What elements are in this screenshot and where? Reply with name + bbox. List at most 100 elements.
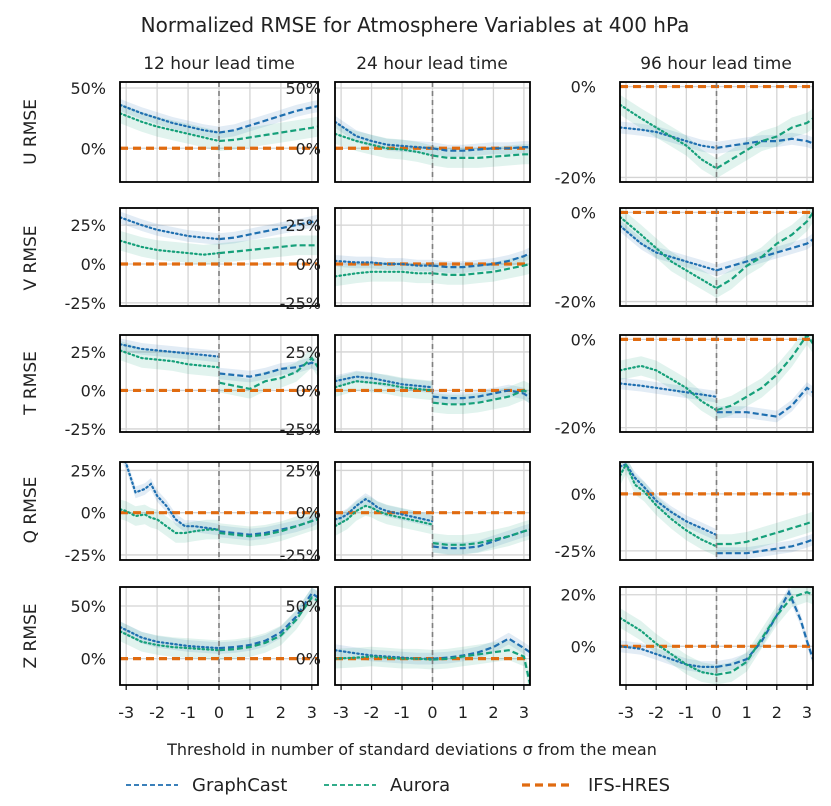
graphcast-series-line-below-mean bbox=[120, 343, 220, 358]
y-tick-label: 0% bbox=[296, 650, 321, 669]
aurora-series-line-below-mean bbox=[120, 508, 220, 535]
graphcast-uncertainty-band bbox=[120, 587, 318, 654]
aurora-series-line-below-mean bbox=[335, 655, 434, 661]
graphcast-series-line-below-mean bbox=[335, 259, 434, 267]
panel-frame bbox=[619, 461, 814, 561]
y-tick-label: 25% bbox=[285, 461, 321, 480]
aurora-series-line-below-mean bbox=[335, 504, 434, 528]
graphcast-series-line-above-mean bbox=[219, 361, 318, 378]
panel-frame bbox=[619, 207, 814, 307]
column-title-24h: 24 hour lead time bbox=[356, 54, 508, 74]
x-axis-label: Threshold in number of standard deviatio… bbox=[166, 740, 657, 759]
panel-t-12h: 25% 0% -25% bbox=[65, 334, 319, 439]
graphcast-series-line-above-mean bbox=[716, 238, 813, 272]
y-tick-label: 0% bbox=[571, 203, 596, 222]
panel-frame bbox=[334, 81, 531, 183]
column-title-12h: 12 hour lead time bbox=[143, 54, 295, 74]
panel-u-96h-series bbox=[620, 84, 813, 179]
x-tick-label: -1 bbox=[180, 703, 196, 722]
x-tick-label: -3 bbox=[118, 703, 134, 722]
row-label-z: Z RMSE bbox=[21, 603, 41, 668]
graphcast-uncertainty-band bbox=[121, 462, 318, 541]
row-label-u: U RMSE bbox=[21, 99, 41, 165]
panel-v-12h: 25% 0% -25% bbox=[65, 207, 319, 313]
graphcast-series-line-below-mean bbox=[620, 645, 718, 669]
aurora-uncertainty-band bbox=[620, 462, 813, 557]
y-tick-label: 25% bbox=[70, 461, 106, 480]
x-tick-label: 0 bbox=[711, 703, 721, 722]
y-tick-label: 25% bbox=[285, 343, 321, 362]
panel-q-12h: 25% 0% -25% bbox=[65, 461, 319, 565]
aurora-uncertainty-band bbox=[335, 254, 530, 287]
x-tick-label: 0 bbox=[214, 703, 224, 722]
panel-frame bbox=[334, 334, 531, 433]
aurora-series-line-below-mean bbox=[335, 380, 434, 392]
graphcast-series-line-below-mean bbox=[620, 224, 718, 272]
y-tick-label: 0% bbox=[571, 485, 596, 504]
y-tick-label: 25% bbox=[70, 216, 106, 235]
x-tick-label: -3 bbox=[333, 703, 349, 722]
panel-frame bbox=[119, 81, 319, 183]
x-tick-label: 1 bbox=[245, 703, 255, 722]
aurora-series-line-below-mean bbox=[620, 103, 718, 170]
graphcast-series-line-below-mean bbox=[120, 216, 221, 241]
y-tick-label: -25% bbox=[65, 294, 106, 313]
panel-t-96h: 0% -20% bbox=[555, 330, 814, 438]
x-tick-label: -2 bbox=[648, 703, 664, 722]
panel-frame bbox=[334, 461, 531, 561]
panel-frame bbox=[619, 81, 814, 183]
row-label-v: V RMSE bbox=[21, 225, 41, 290]
panel-z-12h-series bbox=[120, 587, 318, 661]
graphcast-series-line-above-mean bbox=[432, 252, 530, 269]
panel-frame bbox=[334, 207, 531, 307]
x-tick-label: 0 bbox=[427, 703, 437, 722]
aurora-series-line-above-mean bbox=[715, 211, 813, 290]
panel-z-24h: 50% 0% -3 -2 -1 0 1 2 3 bbox=[285, 586, 531, 722]
y-tick-label: -25% bbox=[280, 546, 321, 565]
graphcast-uncertainty-band bbox=[120, 338, 318, 383]
graphcast-uncertainty-band bbox=[335, 493, 530, 555]
y-tick-label: -20% bbox=[555, 293, 596, 312]
column-title-96h: 96 hour lead time bbox=[640, 54, 792, 74]
x-tick-label: 2 bbox=[488, 703, 498, 722]
aurora-series-line-above-mean bbox=[218, 125, 318, 143]
y-tick-label: 0% bbox=[81, 255, 106, 274]
aurora-series-line-below-mean bbox=[335, 132, 434, 157]
y-tick-label: 0% bbox=[296, 139, 321, 158]
panel-u-12h: 0% 50% bbox=[70, 79, 319, 183]
panel-v-96h: 0% -20% bbox=[555, 203, 814, 312]
graphcast-series-line-below-mean bbox=[335, 375, 434, 389]
aurora-series-line-below-mean bbox=[620, 215, 718, 290]
panel-frame bbox=[619, 334, 814, 433]
aurora-series-line-above-mean bbox=[715, 117, 813, 170]
y-tick-label: -25% bbox=[65, 546, 106, 565]
graphcast-uncertainty-band bbox=[335, 247, 530, 273]
graphcast-series-line-above-mean bbox=[218, 591, 318, 650]
panel-frame bbox=[119, 207, 319, 307]
panel-z-96h: 20% 0% -3 -2 -1 0 1 2 3 bbox=[560, 586, 814, 722]
aurora-series-line-below-mean bbox=[620, 462, 718, 548]
y-tick-label: -25% bbox=[555, 542, 596, 561]
row-label-q: Q RMSE bbox=[21, 477, 41, 544]
panel-q-96h: 0% -25% bbox=[555, 461, 814, 561]
y-tick-label: 50% bbox=[70, 597, 106, 616]
panel-v-24h: 25% 0% -25% bbox=[280, 207, 531, 313]
panel-q-24h: 25% 0% -25% bbox=[280, 461, 531, 565]
x-tick-label: -1 bbox=[678, 703, 694, 722]
y-tick-label: -25% bbox=[280, 294, 321, 313]
aurora-series-line-above-mean bbox=[716, 335, 813, 412]
panel-z-96h-series bbox=[620, 587, 813, 685]
y-tick-label: 20% bbox=[560, 586, 596, 605]
y-tick-label: 50% bbox=[285, 597, 321, 616]
graphcast-series-line-below-mean bbox=[335, 497, 434, 523]
graphcast-series-line-above-mean bbox=[432, 637, 530, 660]
row-label-t: T RMSE bbox=[21, 351, 41, 416]
y-tick-label: 0% bbox=[81, 504, 106, 523]
graphcast-series-line-below-mean bbox=[123, 462, 220, 531]
aurora-series-line-below-mean bbox=[620, 616, 718, 676]
panel-z-12h: 50% 0% -3 -2 -1 0 1 2 3 bbox=[70, 586, 319, 722]
aurora-series-line-above-mean bbox=[716, 520, 813, 546]
legend-label-graphcast: GraphCast bbox=[192, 775, 287, 796]
panel-t-24h: 25% 0% -25% bbox=[280, 334, 531, 439]
graphcast-series-line-below-mean bbox=[620, 462, 718, 537]
